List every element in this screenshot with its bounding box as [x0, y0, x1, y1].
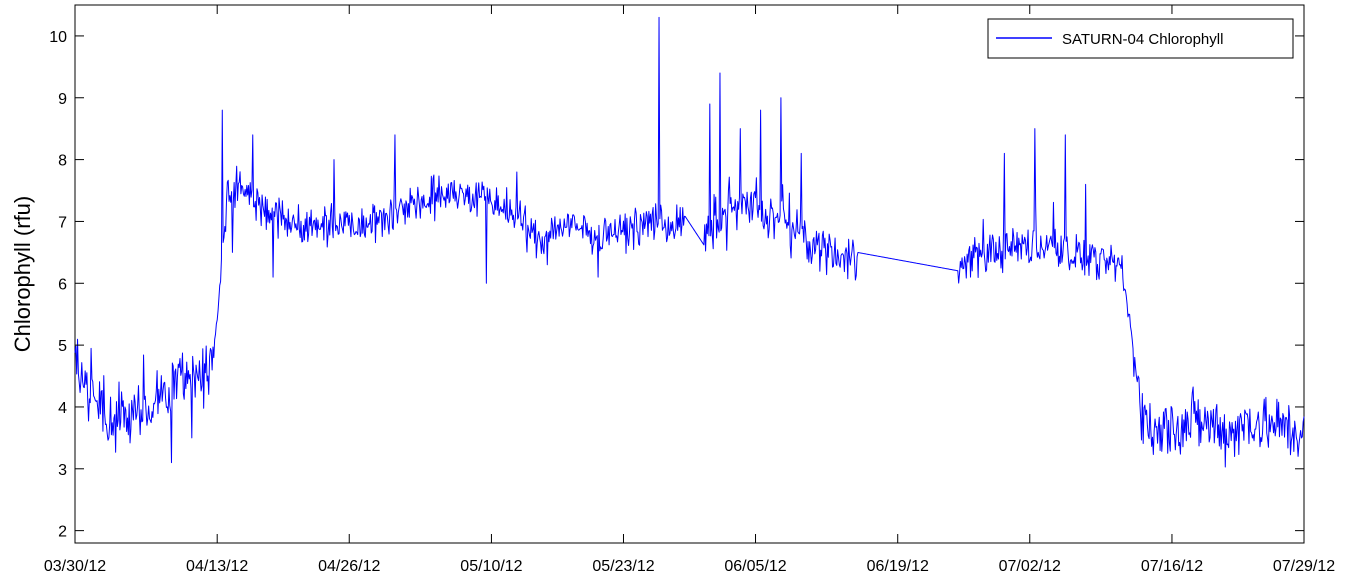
plot-area [74, 4, 1305, 544]
y-tick-label: 6 [58, 276, 67, 293]
x-tick-label: 07/02/12 [999, 558, 1061, 575]
legend-series-label: SATURN-04 Chlorophyll [1062, 31, 1223, 48]
y-tick-label: 3 [58, 462, 67, 479]
y-tick-label: 8 [58, 153, 67, 170]
x-tick-label: 07/16/12 [1141, 558, 1203, 575]
y-tick-label: 2 [58, 524, 67, 541]
x-tick-label: 05/10/12 [460, 558, 522, 575]
x-tick-label: 06/19/12 [867, 558, 929, 575]
x-tick-label: 03/30/12 [44, 558, 106, 575]
y-tick-label: 9 [58, 91, 67, 108]
x-tick-label: 06/05/12 [724, 558, 786, 575]
y-tick-label: 5 [58, 338, 67, 355]
x-tick-label: 04/26/12 [318, 558, 380, 575]
x-tick-label: 05/23/12 [592, 558, 654, 575]
series-line-saturn-04-chlorophyll [74, 16, 1305, 468]
series-layer [74, 16, 1305, 468]
axis-layer: 2 3 4 5 6 7 8 9 10 03/30/12 04/13/12 04/26/12 05/10/… [44, 5, 1335, 575]
x-tick-label: 04/13/12 [186, 558, 248, 575]
y-axis-title: Chlorophyll (rfu) [10, 196, 35, 353]
y-tick-label: 7 [58, 214, 67, 231]
x-tick-label: 07/29/12 [1273, 558, 1335, 575]
y-tick-label: 10 [49, 29, 67, 46]
y-tick-label: 4 [58, 400, 67, 417]
legend: SATURN-04 Chlorophyll [987, 18, 1294, 59]
